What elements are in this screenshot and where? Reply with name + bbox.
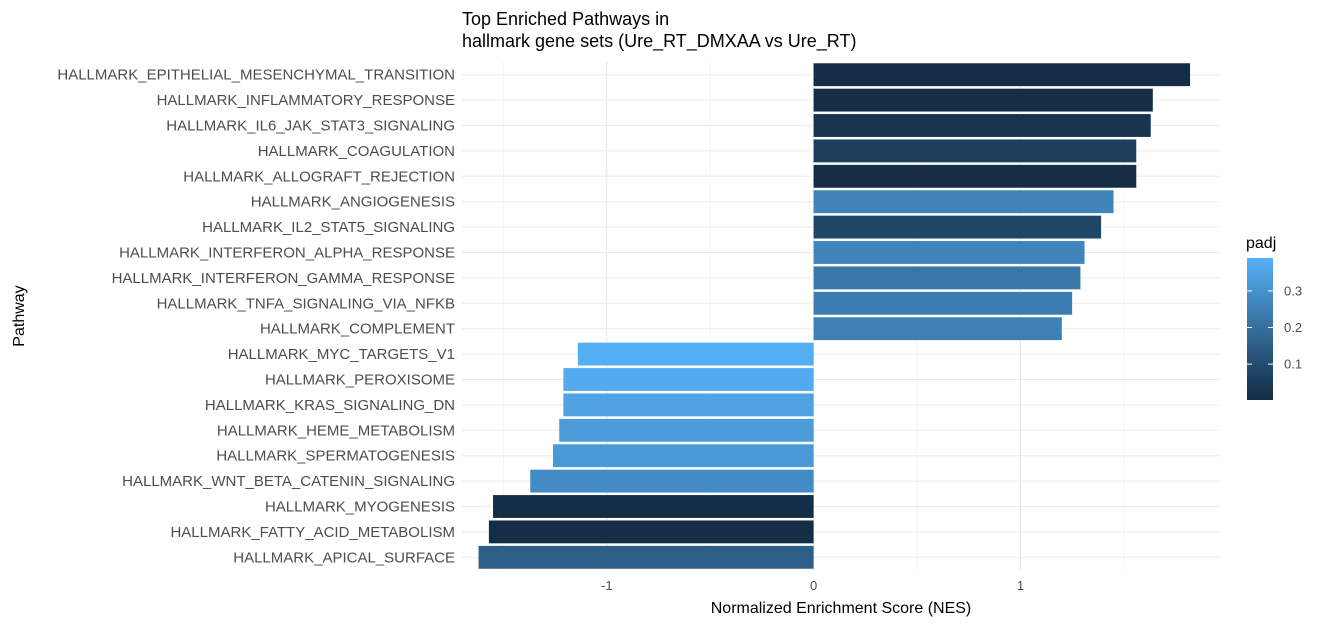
bar-hallmark-interferon-gamma-response [813, 266, 1081, 290]
y-axis-title: Pathway [11, 285, 28, 346]
y-tick-label: HALLMARK_IL2_STAT5_SIGNALING [202, 219, 455, 236]
bar-hallmark-il6-jak-stat3-signaling [813, 114, 1151, 137]
chart-title-line2: hallmark gene sets (Ure_RT_DMXAA vs Ure_… [462, 31, 856, 52]
y-tick-labels: HALLMARK_EPITHELIAL_MESENCHYMAL_TRANSITI… [57, 67, 455, 567]
bar-hallmark-wnt-beta-catenin-signaling [530, 469, 814, 493]
y-tick-label: HALLMARK_HEME_METABOLISM [217, 422, 455, 439]
y-tick-label: HALLMARK_SPERMATOGENESIS [216, 448, 455, 465]
y-tick-label: HALLMARK_COMPLEMENT [260, 321, 455, 338]
bar-hallmark-heme-metabolism [559, 418, 814, 442]
y-tick-label: HALLMARK_INTERFERON_GAMMA_RESPONSE [112, 270, 455, 287]
bar-hallmark-inflammatory-response [813, 88, 1153, 112]
bar-hallmark-allograft-rejection [813, 164, 1137, 188]
padj-legend: padj 0.1 0.2 0.3 [1246, 235, 1302, 400]
bar-hallmark-epithelial-mesenchymal-transition [813, 63, 1191, 87]
bar-hallmark-coagulation [813, 139, 1137, 163]
x-tick-label: 0 [810, 578, 817, 593]
y-tick-label: HALLMARK_WNT_BETA_CATENIN_SIGNALING [122, 473, 455, 490]
bar-hallmark-interferon-alpha-response [813, 241, 1085, 264]
y-tick-label: HALLMARK_COAGULATION [258, 143, 455, 160]
bar-hallmark-apical-surface [478, 545, 814, 569]
bar-hallmark-myc-targets-v1 [577, 342, 814, 366]
y-tick-label: HALLMARK_ANGIOGENESIS [251, 194, 455, 211]
y-tick-label: HALLMARK_INFLAMMATORY_RESPONSE [157, 92, 455, 109]
bar-hallmark-peroxisome [563, 368, 814, 391]
x-axis-title: Normalized Enrichment Score (NES) [711, 600, 972, 617]
x-tick-label: -1 [601, 578, 613, 593]
legend-colorbar [1247, 258, 1273, 400]
y-tick-label: HALLMARK_TNFA_SIGNALING_VIA_NFKB [157, 295, 455, 312]
x-tick-label: 1 [1017, 578, 1024, 593]
y-tick-label: HALLMARK_PEROXISOME [265, 372, 455, 389]
bars [478, 63, 1191, 569]
y-tick-label: HALLMARK_MYC_TARGETS_V1 [228, 346, 455, 363]
y-tick-label: HALLMARK_MYOGENESIS [265, 499, 455, 516]
y-tick-label: HALLMARK_FATTY_ACID_METABOLISM [170, 524, 455, 541]
legend-title: padj [1246, 235, 1276, 252]
bar-hallmark-angiogenesis [813, 190, 1114, 214]
y-tick-label: HALLMARK_EPITHELIAL_MESENCHYMAL_TRANSITI… [57, 67, 455, 84]
y-tick-label: HALLMARK_IL6_JAK_STAT3_SIGNALING [166, 118, 455, 135]
bar-hallmark-tnfa-signaling-via-nfkb [813, 291, 1073, 315]
bar-hallmark-il2-stat5-signaling [813, 215, 1102, 239]
chart-title-line1: Top Enriched Pathways in [462, 9, 669, 29]
bar-hallmark-kras-signaling-dn [563, 393, 814, 417]
y-tick-label: HALLMARK_APICAL_SURFACE [233, 549, 455, 566]
bar-hallmark-complement [813, 317, 1062, 341]
bar-hallmark-spermatogenesis [553, 444, 814, 468]
y-tick-label: HALLMARK_KRAS_SIGNALING_DN [205, 397, 455, 414]
y-tick-label: HALLMARK_ALLOGRAFT_REJECTION [183, 168, 455, 185]
legend-tick-label: 0.1 [1284, 357, 1302, 372]
bar-hallmark-myogenesis [493, 495, 814, 518]
bar-hallmark-fatty-acid-metabolism [488, 520, 814, 544]
legend-tick-label: 0.2 [1284, 320, 1302, 335]
grid-lines [462, 62, 1219, 570]
y-tick-label: HALLMARK_INTERFERON_ALPHA_RESPONSE [119, 245, 455, 262]
legend-ticks: 0.1 0.2 0.3 [1247, 283, 1302, 372]
legend-tick-label: 0.3 [1284, 283, 1302, 298]
x-tick-labels: -1 0 1 [601, 578, 1024, 593]
